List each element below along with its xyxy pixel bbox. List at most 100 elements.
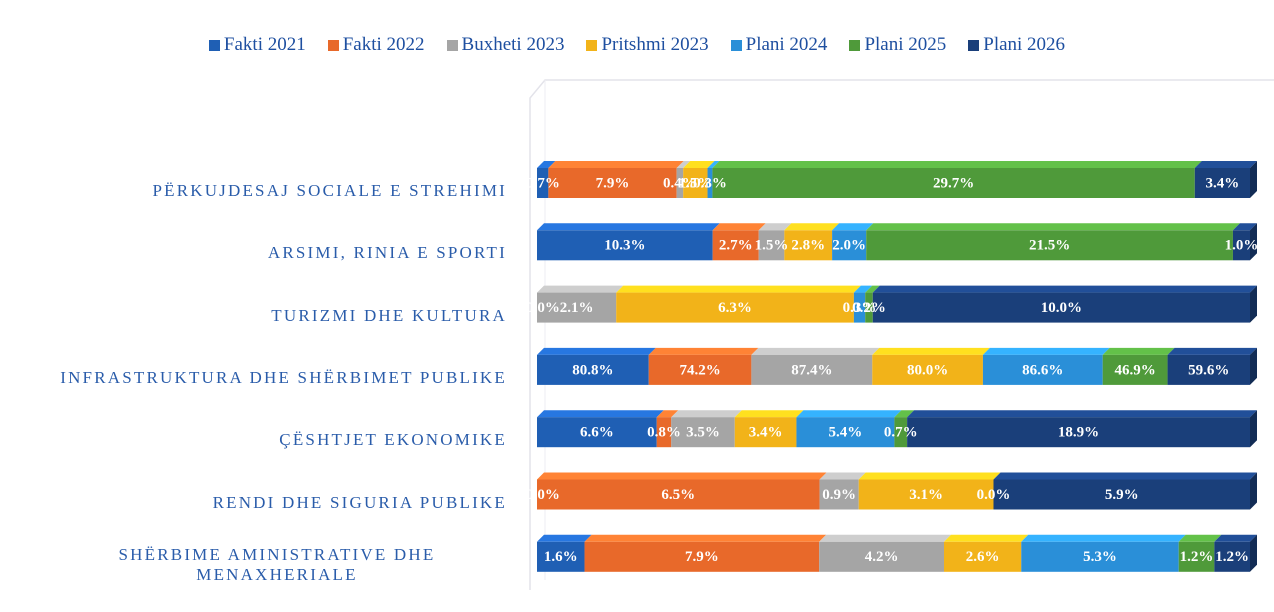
data-label: 0.3% xyxy=(693,175,727,191)
legend-swatch xyxy=(968,39,980,51)
data-label: 10.0% xyxy=(1041,300,1082,316)
bar xyxy=(819,479,859,510)
bar-top xyxy=(758,223,792,231)
bar-top xyxy=(712,223,766,231)
bar xyxy=(537,230,713,261)
data-label: 80.0% xyxy=(907,362,948,378)
bar-row: 0.7% 7.9% 0.4%1.5%0.3% 29.7% 3.4% xyxy=(526,161,1257,198)
bar xyxy=(683,168,708,198)
bar xyxy=(796,417,895,448)
bar-top xyxy=(616,285,861,293)
legend-item: Fakti 2021 xyxy=(208,34,306,56)
data-label: 0.2% xyxy=(852,300,886,316)
data-label: 0.3% xyxy=(843,300,877,316)
data-label: 1.5% xyxy=(678,175,712,191)
data-label: 21.5% xyxy=(1029,238,1070,254)
bar-top xyxy=(1194,161,1257,168)
bar xyxy=(751,354,873,385)
data-label: 4.2% xyxy=(865,549,899,565)
legend-swatch xyxy=(446,39,458,51)
data-label: 0.8% xyxy=(647,425,681,441)
category-label: ARSIMI, RINIA E SPORTI xyxy=(267,243,507,263)
data-label: 86.6% xyxy=(1022,362,1063,378)
bar xyxy=(993,479,1250,510)
bar-top xyxy=(819,472,866,480)
bar xyxy=(707,168,713,198)
bar xyxy=(548,168,677,198)
bar xyxy=(866,230,1233,261)
legend-label: Pritshmi 2023 xyxy=(601,34,709,55)
bar xyxy=(865,292,873,323)
legend-swatch xyxy=(586,39,598,51)
bar xyxy=(1214,541,1250,572)
data-label: 6.5% xyxy=(661,487,695,503)
legend-swatch xyxy=(849,39,861,51)
bar-top xyxy=(872,347,990,355)
legend-item: Plani 2025 xyxy=(849,34,946,56)
bar-top xyxy=(537,534,592,542)
bar-top xyxy=(671,410,742,418)
bar-row: 6.6% 0.8% 3.5% 3.4% 5.4% 0.7% 18.9% xyxy=(537,410,1257,448)
bar-top xyxy=(1214,534,1257,542)
legend-label: Fakti 2021 xyxy=(223,34,306,55)
bar-top xyxy=(784,223,840,231)
category-label: PËRKUJDESAJ SOCIALE E STREHIMI xyxy=(152,181,507,200)
data-label: 87.4% xyxy=(791,362,832,378)
bar-side xyxy=(1250,472,1257,510)
bar xyxy=(894,417,908,448)
data-label: 0.7% xyxy=(526,175,560,191)
bar-top xyxy=(1232,223,1257,231)
bar-top xyxy=(796,410,902,418)
bar-top xyxy=(865,285,880,293)
data-label: 18.9% xyxy=(1058,425,1099,441)
data-label: 74.2% xyxy=(679,362,720,378)
data-label: 5.9% xyxy=(1105,487,1139,503)
data-label: 1.5% xyxy=(755,238,789,254)
bar-top xyxy=(1178,534,1222,542)
data-label: 2.0% xyxy=(832,238,866,254)
bar-top xyxy=(944,534,1029,542)
bar xyxy=(712,168,1195,198)
bar-top xyxy=(853,285,873,293)
legend-item: Fakti 2022 xyxy=(327,34,425,56)
bar-top xyxy=(832,223,874,231)
bar xyxy=(1232,230,1250,261)
bar-top xyxy=(537,472,827,480)
category-label: INFRASTRUKTURA DHE SHËRBIMET PUBLIKE xyxy=(60,367,507,387)
bar xyxy=(537,479,820,510)
bar xyxy=(853,292,866,323)
data-label: 59.6% xyxy=(1188,362,1229,378)
bar xyxy=(1021,541,1179,572)
bar-row: 80.8% 74.2% 87.4% 80.0% 86.6% 46.9% 59.6% xyxy=(537,347,1257,385)
bar-top xyxy=(537,410,664,418)
data-label: 29.7% xyxy=(933,175,974,191)
legend-item: Plani 2024 xyxy=(730,34,827,56)
bar-row: 1.6% 7.9% 4.2% 2.6% 5.3% 1.2% 1.2% xyxy=(537,534,1257,572)
data-label: 7.9% xyxy=(596,175,630,191)
data-label: 7.9% xyxy=(685,549,719,565)
bar-side xyxy=(1250,161,1257,198)
bar xyxy=(537,354,649,385)
bar-top xyxy=(1102,347,1175,355)
bar xyxy=(819,541,945,572)
bar xyxy=(858,479,994,510)
frame xyxy=(529,79,1274,590)
bar-top xyxy=(866,223,1240,231)
data-label: 1.6% xyxy=(544,549,578,565)
bar xyxy=(648,354,752,385)
category-label: ÇËSHTJET EKONOMIKE xyxy=(279,430,507,450)
legend-label: Plani 2026 xyxy=(983,34,1066,55)
bar-top xyxy=(683,161,715,168)
data-label: 0.4% xyxy=(663,175,697,191)
bar xyxy=(1178,541,1215,572)
data-label: 3.5% xyxy=(686,425,720,441)
bar xyxy=(584,541,820,572)
bar xyxy=(872,354,983,385)
bar-top xyxy=(656,410,679,418)
data-label: 5.4% xyxy=(829,425,863,441)
bar xyxy=(676,168,684,198)
data-label: 3.1% xyxy=(909,487,943,503)
data-label: 0.0% xyxy=(977,487,1011,503)
